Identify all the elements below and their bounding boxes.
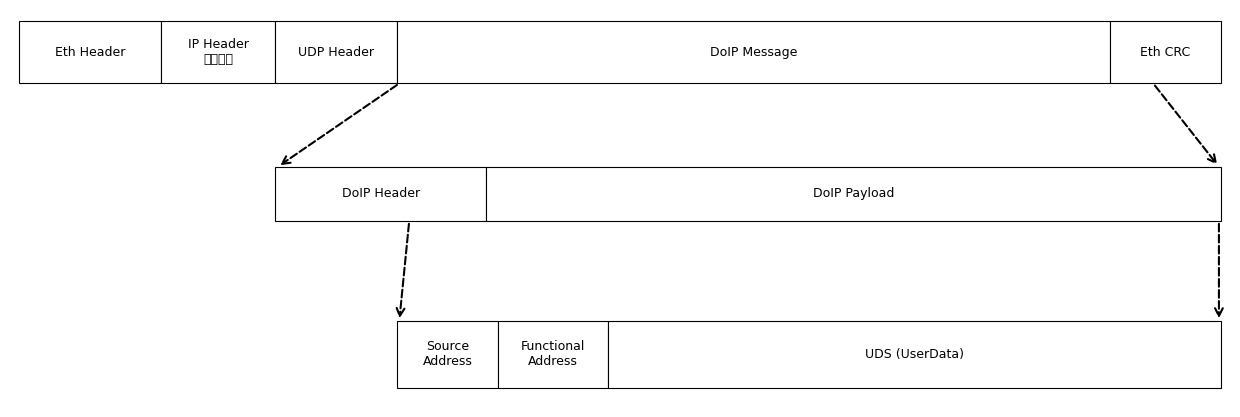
Bar [397, 21, 1110, 83]
Bar [486, 167, 1221, 221]
Text: DoIP Message: DoIP Message [709, 45, 797, 59]
Bar [608, 321, 1221, 388]
Bar [161, 21, 275, 83]
Text: Eth Header: Eth Header [55, 45, 125, 59]
Text: Eth CRC: Eth CRC [1141, 45, 1190, 59]
Bar [397, 321, 498, 388]
Bar [275, 21, 397, 83]
Bar [1110, 21, 1221, 83]
Text: DoIP Payload: DoIP Payload [813, 187, 894, 201]
Text: DoIP Header: DoIP Header [341, 187, 420, 201]
Bar [275, 167, 486, 221]
Text: UDP Header: UDP Header [298, 45, 374, 59]
Text: Source
Address: Source Address [423, 340, 472, 369]
Text: IP Header
（组播）: IP Header （组播） [187, 38, 249, 66]
Bar [19, 21, 161, 83]
Text: UDS (UserData): UDS (UserData) [866, 348, 963, 361]
Text: Functional
Address: Functional Address [521, 340, 585, 369]
Bar [498, 321, 608, 388]
